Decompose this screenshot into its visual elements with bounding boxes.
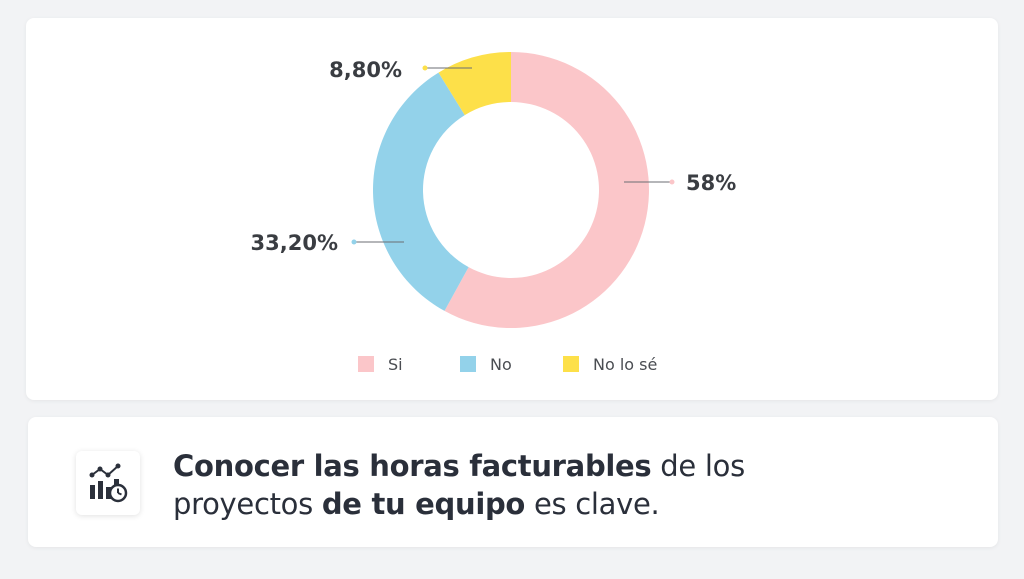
headline-bold-2: de tu equipo — [321, 487, 526, 521]
leader-dot-si — [669, 179, 675, 185]
headline-text: Conocer las horas facturables de los pro… — [173, 447, 813, 523]
legend-item-si: Si — [358, 354, 403, 374]
donut-chart: 58% 33,20% 8,80% — [251, 52, 736, 329]
donut-slice-si — [444, 52, 649, 329]
data-label-si: 58% — [686, 171, 736, 195]
donut-slice-no — [373, 72, 469, 311]
chart-legend: Si No No lo sé — [26, 354, 998, 374]
info-card: Conocer las horas facturables de los pro… — [28, 417, 998, 547]
legend-swatch-no — [460, 356, 476, 372]
analytics-clock-icon-graphic — [89, 463, 128, 503]
data-label-no-lo-se: 8,80% — [329, 58, 402, 82]
chart-card: 58% 33,20% 8,80% Si No No lo sé — [26, 18, 998, 400]
data-label-no: 33,20% — [251, 231, 338, 255]
headline-regular-1: de los proyectos — [173, 449, 745, 521]
legend-label-si: Si — [388, 354, 403, 374]
legend-item-no: No — [460, 354, 512, 374]
leader-dot-no — [351, 239, 357, 245]
leader-dot-no-lo-se — [422, 65, 428, 71]
headline-bold-1: Conocer las horas facturables — [173, 449, 652, 483]
legend-label-no-lo-se: No lo sé — [593, 354, 658, 374]
legend-label-no: No — [490, 354, 512, 374]
legend-swatch-si — [358, 356, 374, 372]
legend-item-no-lo-se: No lo sé — [563, 354, 657, 374]
headline-regular-2: es clave. — [525, 487, 660, 521]
legend-swatch-no-lo-se — [563, 356, 579, 372]
analytics-clock-icon — [76, 451, 140, 515]
